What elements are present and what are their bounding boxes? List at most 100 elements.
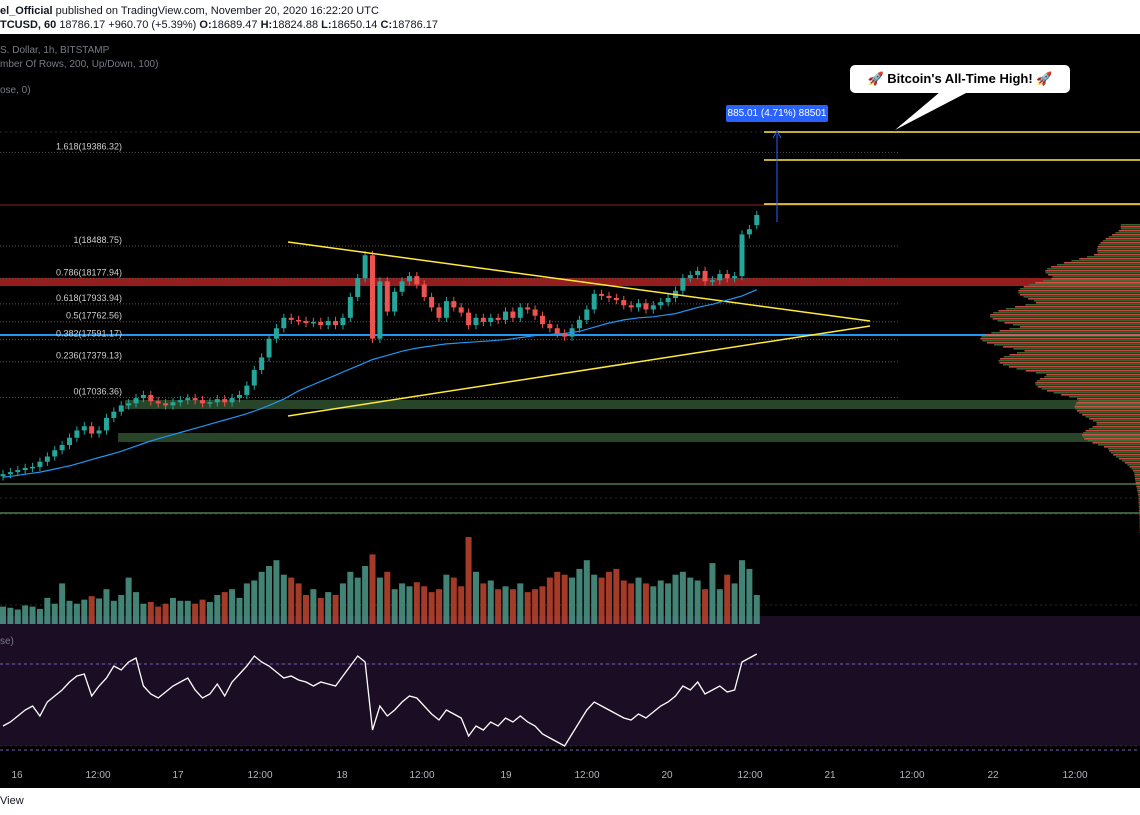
candle-body xyxy=(591,293,597,310)
volume-profile-bar xyxy=(1077,398,1140,400)
volume-bar xyxy=(354,577,361,624)
volume-profile-bar xyxy=(1002,364,1140,366)
volume-profile-bar xyxy=(1046,374,1140,376)
candle-body xyxy=(599,293,605,296)
volume-bar xyxy=(36,608,43,624)
candle-body xyxy=(466,312,472,326)
symbol-label[interactable]: TCUSD, 60 xyxy=(0,19,57,31)
volume-profile-bar xyxy=(1045,270,1140,272)
support-zone xyxy=(118,433,1140,442)
volume-profile-bar xyxy=(1110,452,1140,454)
volume-profile-bar xyxy=(1138,508,1140,510)
candle-body xyxy=(443,301,449,318)
volume-bar xyxy=(554,571,561,624)
volume-profile-bar xyxy=(1137,492,1140,494)
volume-bar xyxy=(22,605,29,624)
candle-body xyxy=(310,321,316,324)
volume-profile-bar xyxy=(1041,388,1140,390)
candle-body xyxy=(539,315,545,325)
candle-body xyxy=(503,311,509,320)
rsi-legend[interactable]: se) xyxy=(0,636,14,647)
candle-body xyxy=(480,317,486,322)
candle-body xyxy=(96,430,102,434)
volume-bar xyxy=(229,589,236,624)
volume-profile-bar xyxy=(1069,396,1140,398)
volume-profile-bar xyxy=(1009,354,1140,356)
candle-body xyxy=(702,270,708,282)
volume-bar xyxy=(302,595,309,624)
symbol-legend[interactable]: S. Dollar, 1h, BITSTAMP xyxy=(0,45,110,56)
x-axis-tick-label: 18 xyxy=(336,770,348,781)
volume-bar xyxy=(288,577,295,624)
volume-bar xyxy=(635,577,642,624)
volume-bar xyxy=(73,603,80,624)
candle-body xyxy=(170,402,176,406)
volume-profile-bar xyxy=(1135,480,1140,482)
candle-body xyxy=(30,466,36,469)
volume-bar xyxy=(605,571,612,624)
chart-svg[interactable]: 1.618(19386.32) 1(18488.75) 0.786(18177.94… xyxy=(0,34,1140,788)
candle-body xyxy=(724,274,730,279)
volume-profile-bar xyxy=(1138,496,1140,498)
candle-body xyxy=(229,398,235,403)
candle-body xyxy=(746,229,752,235)
volume-profile-bar xyxy=(1135,478,1140,480)
price-change: +960.70 (+5.39%) xyxy=(108,19,197,31)
chart-area[interactable]: 1.618(19386.32) 1(18488.75) 0.786(18177.94… xyxy=(0,34,1140,788)
volume-profile-bar xyxy=(1082,434,1140,436)
volume-profile-bar xyxy=(1096,422,1140,424)
volume-profile-bar xyxy=(1133,470,1140,472)
volume-profile-bar xyxy=(1017,352,1140,354)
fib-level-label: 0.786(18177.94) xyxy=(56,267,122,277)
volume-profile-bar xyxy=(1003,356,1140,358)
volume-profile-bar xyxy=(1025,370,1140,372)
volume-profile-bar xyxy=(1094,254,1140,256)
volume-profile-bar xyxy=(1097,252,1140,254)
candle-body xyxy=(177,400,183,403)
candle-body xyxy=(333,320,339,326)
candle-body xyxy=(355,278,361,297)
volume-profile-bar xyxy=(1063,262,1140,264)
volume-profile-bar xyxy=(1045,272,1140,274)
volume-bar xyxy=(687,577,694,624)
candle-body xyxy=(732,276,738,279)
volume-bar xyxy=(59,583,66,624)
ma-legend[interactable]: ose, 0) xyxy=(0,85,31,96)
volume-bar xyxy=(44,597,51,624)
volume-bar xyxy=(273,560,280,624)
volume-profile-bar xyxy=(1071,260,1140,262)
candle-body xyxy=(429,296,435,308)
volume-bar xyxy=(443,574,450,624)
volume-profile-bar xyxy=(1048,274,1140,276)
volume-bar xyxy=(192,603,199,624)
candle-body xyxy=(7,472,13,475)
volume-bar xyxy=(295,583,302,624)
volume-profile-bar xyxy=(1035,372,1140,374)
volume-profile-bar xyxy=(1138,506,1140,508)
volume-bar xyxy=(598,577,605,624)
volume-profile-bar xyxy=(1134,474,1140,476)
volume-profile-bar xyxy=(1118,458,1140,460)
volume-profile-bar xyxy=(987,342,1140,344)
volume-profile-bar xyxy=(1016,368,1140,370)
candle-body xyxy=(148,394,154,402)
volume-profile-bar xyxy=(1012,324,1140,326)
volume-profile-bar xyxy=(993,312,1140,314)
author-name[interactable]: el_Official xyxy=(0,5,53,17)
support-zone xyxy=(125,400,1140,409)
candle-body xyxy=(613,298,619,301)
volume-profile-bar xyxy=(1097,248,1140,250)
candle-body xyxy=(754,215,760,226)
candle-body xyxy=(140,394,146,399)
candle-body xyxy=(15,470,21,473)
vpvr-legend[interactable]: mber Of Rows, 200, Up/Down, 100) xyxy=(0,59,159,70)
volume-bar xyxy=(746,568,753,624)
volume-bar xyxy=(517,583,524,624)
volume-bar xyxy=(266,566,273,624)
volume-profile-bar xyxy=(1047,390,1140,392)
volume-profile-bar xyxy=(1036,380,1140,382)
volume-profile-bar xyxy=(1131,468,1140,470)
ath-callout[interactable]: 🚀 Bitcoin's All-Time High! 🚀 xyxy=(850,65,1070,93)
volume-profile-bar xyxy=(980,338,1140,340)
volume-profile-bar xyxy=(1083,432,1140,434)
